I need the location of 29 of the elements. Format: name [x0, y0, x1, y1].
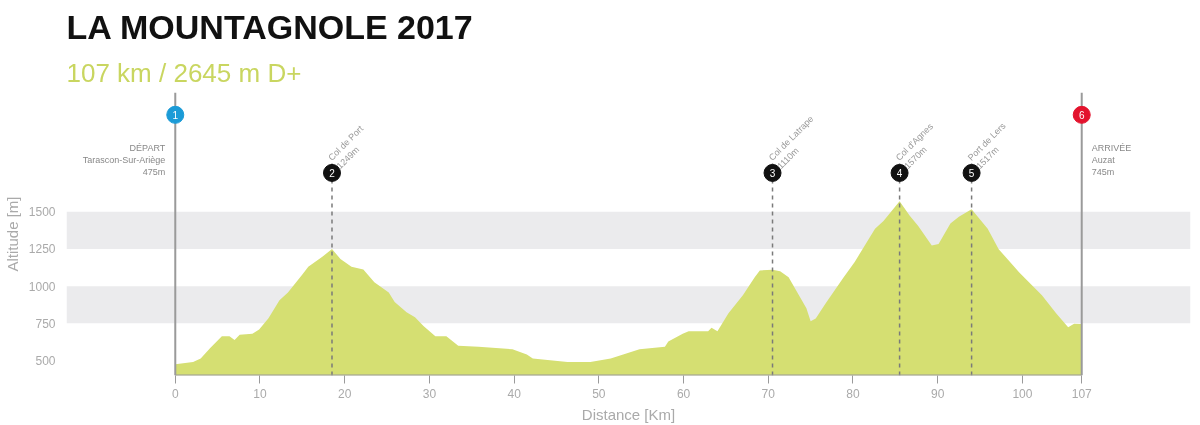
x-tick-label: 40: [507, 386, 522, 401]
x-tick-label: 0: [171, 386, 179, 401]
y-tick-label: 1000: [28, 279, 56, 294]
x-tick-label: 80: [846, 386, 860, 401]
chart-title: LA MOUNTAGNOLE 2017: [66, 7, 473, 46]
x-tick-label: 30: [422, 386, 437, 401]
annotation: 6: [1078, 109, 1085, 121]
x-tick-label: 50: [592, 386, 606, 401]
ref-line-label: DÉPART Tarascon-Sur-Ariège 475m: [82, 143, 166, 178]
y-tick-label: 1250: [28, 242, 56, 257]
x-tick-label: 107: [1071, 386, 1093, 401]
x-tick-label: 70: [761, 386, 776, 401]
ref-line-label: ARRIVÉE Auzat 745m: [1091, 143, 1132, 178]
x-axis-title: Distance [Km]: [581, 405, 676, 423]
annotation: 1: [172, 109, 179, 121]
x-tick-label: 20: [338, 386, 352, 401]
annotation: 2: [329, 167, 336, 179]
annotation: 3: [769, 167, 776, 179]
y-tick-label: 500: [35, 354, 56, 369]
annotation: 5: [968, 167, 975, 179]
x-tick-label: 100: [1012, 386, 1033, 401]
annotation: 4: [896, 167, 903, 179]
x-tick-label: 60: [676, 386, 691, 401]
y-axis-title: Altitude [m]: [3, 196, 21, 272]
y-tick-label: 1500: [28, 205, 56, 220]
y-tick-label: 750: [35, 316, 56, 331]
chart-subtitle: 107 km / 2645 m D+: [66, 57, 302, 88]
x-tick-label: 90: [931, 386, 945, 401]
x-tick-label: 10: [253, 386, 267, 401]
